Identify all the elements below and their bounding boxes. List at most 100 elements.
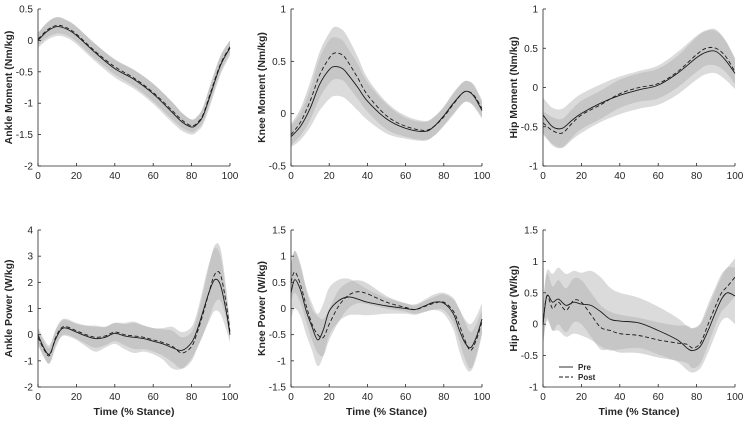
line-pre bbox=[37, 26, 231, 128]
x-tick-label: 80 bbox=[186, 392, 198, 403]
x-tick-label: 40 bbox=[109, 392, 121, 403]
y-tick-label: 1 bbox=[532, 257, 538, 268]
y-tick-label: 0.5 bbox=[524, 288, 538, 299]
x-tick-label: 60 bbox=[400, 392, 412, 403]
legend-label-pre: Pre bbox=[578, 363, 591, 372]
y-tick-label: -1.5 bbox=[269, 383, 287, 394]
x-tick-label: 80 bbox=[691, 392, 703, 403]
y-tick-label: 0 bbox=[27, 36, 33, 47]
panel-3: 0 20 40 60 80 100 -1 -0.5 0 0.5 1 Hip Moment (Nm/kg… bbox=[508, 5, 744, 183]
line-pre bbox=[290, 279, 483, 349]
y-tick-label: -1 bbox=[24, 356, 33, 367]
y-tick-label: -0.5 bbox=[269, 162, 287, 173]
x-tick-label: 40 bbox=[362, 392, 374, 403]
y-tick-label: -0.5 bbox=[16, 67, 34, 78]
y-tick-label: 0 bbox=[532, 320, 538, 331]
line-pre bbox=[542, 50, 736, 130]
panel-1: 0 20 40 60 80 100 -2 -1.5 -1 -0.5 0 0.5 Ankle Moment… bbox=[3, 5, 239, 183]
y-tick-label: 0.5 bbox=[524, 44, 538, 55]
line-post bbox=[542, 46, 736, 134]
y-tick-label: -1 bbox=[277, 356, 286, 367]
band-post bbox=[38, 17, 230, 133]
x-tick-label: 80 bbox=[186, 171, 198, 182]
y-tick-label: -2 bbox=[24, 162, 33, 173]
y-tick-label: 1.5 bbox=[524, 226, 538, 237]
x-tick-label: 0 bbox=[35, 171, 41, 182]
x-tick-label: 60 bbox=[653, 171, 665, 182]
x-tick-label: 100 bbox=[727, 171, 744, 182]
y-tick-label: 0 bbox=[280, 304, 286, 315]
x-tick-label: 0 bbox=[288, 171, 294, 182]
x-tick-label: 40 bbox=[109, 171, 121, 182]
y-tick-label: 1 bbox=[280, 252, 286, 263]
y-axis-label: Knee Power (W/kg) bbox=[256, 261, 268, 356]
x-tick-label: 20 bbox=[71, 392, 83, 403]
line-post bbox=[290, 271, 483, 351]
band-post bbox=[38, 243, 230, 369]
y-tick-label: -1 bbox=[529, 383, 538, 394]
band-post bbox=[291, 250, 482, 369]
x-tick-label: 100 bbox=[727, 392, 744, 403]
y-tick-label: 0.5 bbox=[19, 5, 33, 16]
x-tick-label: 20 bbox=[324, 392, 336, 403]
y-tick-label: 1 bbox=[280, 5, 286, 16]
x-tick-label: 20 bbox=[324, 171, 336, 182]
x-axis-label: Time (% Stance) bbox=[599, 406, 680, 418]
y-tick-label: 0.5 bbox=[272, 57, 286, 68]
y-tick-label: 2 bbox=[27, 278, 33, 289]
band-post bbox=[543, 258, 735, 369]
x-tick-label: 20 bbox=[576, 392, 588, 403]
x-tick-label: 0 bbox=[540, 392, 546, 403]
panel-5: 0 20 40 60 80 100 -1.5 -1 -0.5 0 0.5 1 1.5 Knee Power… bbox=[256, 226, 491, 419]
x-tick-label: 60 bbox=[148, 171, 160, 182]
y-tick-label: -0.5 bbox=[521, 122, 539, 133]
y-tick-label: -0.5 bbox=[269, 330, 287, 341]
x-tick-label: 20 bbox=[71, 171, 83, 182]
x-tick-label: 60 bbox=[653, 392, 665, 403]
y-tick-label: -2 bbox=[24, 383, 33, 394]
y-axis-label: Ankle Power (W/kg) bbox=[3, 259, 15, 357]
line-post bbox=[290, 52, 483, 135]
band-post bbox=[543, 29, 735, 148]
line-post bbox=[37, 271, 231, 357]
x-tick-label: 0 bbox=[288, 392, 294, 403]
panel-4: 0 20 40 60 80 100 -2 -1 0 1 2 3 4 Ankle Power (W/kg) T… bbox=[3, 226, 239, 419]
y-axis-label: Hip Power (W/kg) bbox=[508, 265, 520, 351]
y-tick-label: 0 bbox=[532, 83, 538, 94]
y-axis-label: Knee Moment (Nm/kg) bbox=[256, 32, 268, 143]
y-tick-label: 1 bbox=[27, 304, 33, 315]
x-tick-label: 100 bbox=[222, 392, 239, 403]
legend-label-post: Post bbox=[578, 373, 596, 382]
y-tick-label: 4 bbox=[27, 226, 33, 237]
band-post bbox=[291, 26, 482, 146]
band-pre bbox=[291, 250, 482, 372]
x-tick-label: 60 bbox=[148, 392, 160, 403]
y-tick-label: -1 bbox=[529, 162, 538, 173]
y-tick-label: 0 bbox=[27, 330, 33, 341]
x-axis-label: Time (% Stance) bbox=[94, 406, 175, 418]
y-tick-label: 1.5 bbox=[272, 226, 286, 237]
y-axis-label: Hip Moment (Nm/kg) bbox=[508, 36, 520, 138]
x-tick-label: 60 bbox=[400, 171, 412, 182]
x-axis-label: Time (% Stance) bbox=[346, 406, 427, 418]
x-tick-label: 0 bbox=[540, 171, 546, 182]
x-tick-label: 100 bbox=[222, 171, 239, 182]
y-tick-label: -1 bbox=[24, 99, 33, 110]
y-tick-label: 1 bbox=[532, 5, 538, 16]
x-tick-label: 100 bbox=[474, 171, 491, 182]
line-pre bbox=[290, 66, 483, 137]
y-tick-label: 0.5 bbox=[272, 278, 286, 289]
line-post bbox=[542, 276, 736, 349]
x-tick-label: 40 bbox=[362, 171, 374, 182]
y-tick-label: -0.5 bbox=[521, 351, 539, 362]
y-axis-label: Ankle Moment (Nm/kg) bbox=[3, 31, 15, 145]
line-post bbox=[37, 24, 231, 127]
y-tick-label: 0 bbox=[280, 109, 286, 120]
x-tick-label: 0 bbox=[35, 392, 41, 403]
panel-6: 0 20 40 60 80 100 -1 -0.5 0 0.5 1 1.5 Hip Power (W/k… bbox=[508, 226, 744, 419]
y-tick-label: 3 bbox=[27, 252, 33, 263]
x-tick-label: 40 bbox=[614, 392, 626, 403]
